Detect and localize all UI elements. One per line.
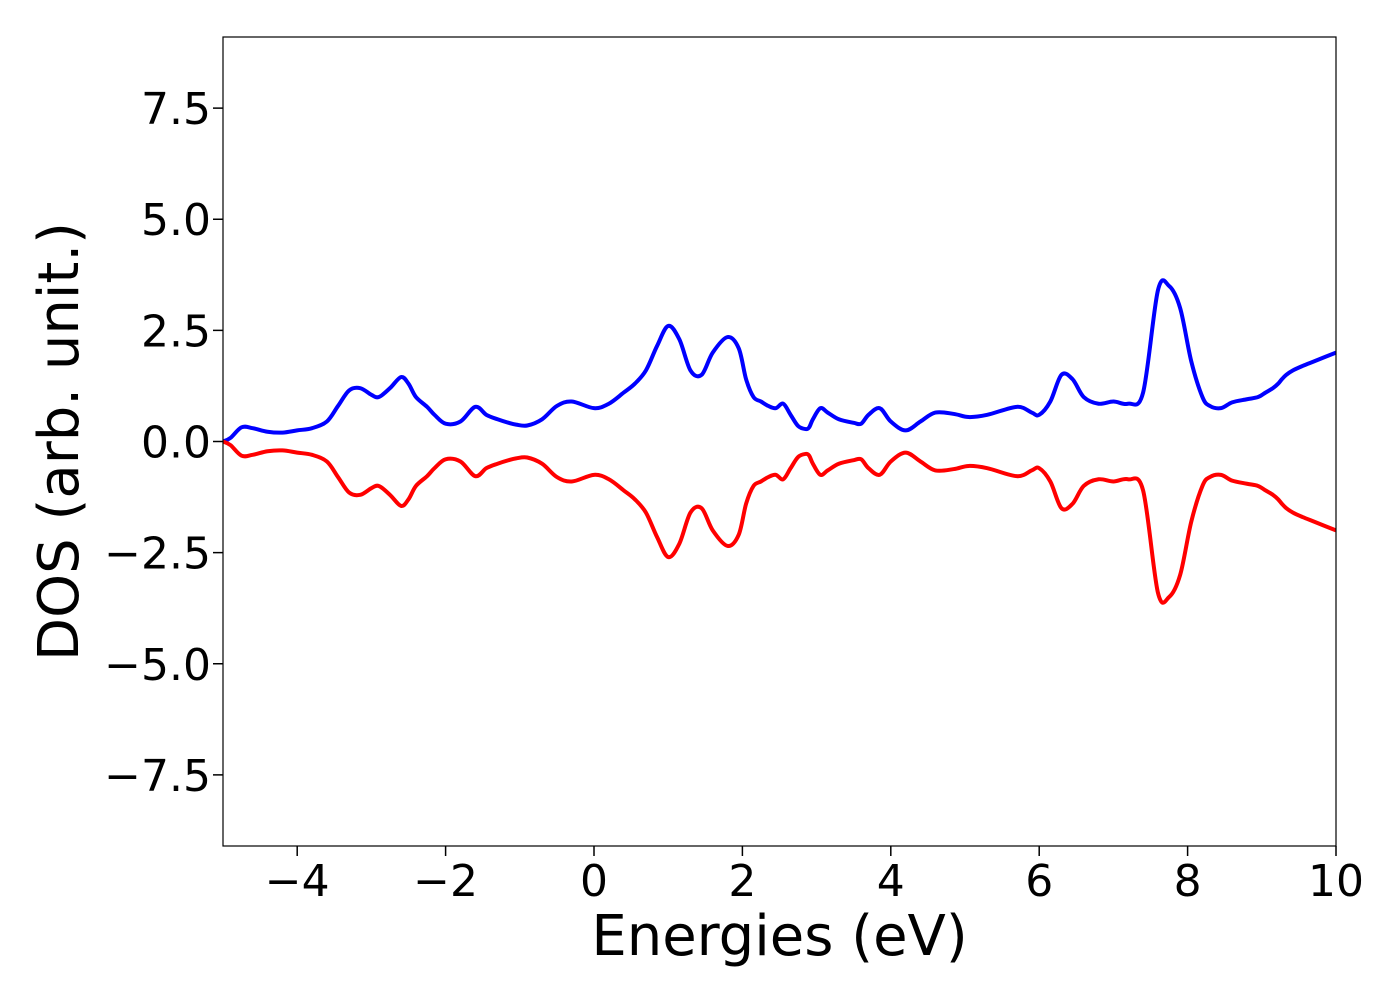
- dos-line-red: [223, 439, 1336, 605]
- ticks-layer: −4 −2 0 2 4 6 8 10 7.5 5.0 2.5 0.0 −2.5 −5.0 −7.5: [104, 84, 1364, 907]
- series-layer: [223, 278, 1336, 605]
- x-tick-label: 10: [1308, 856, 1364, 907]
- x-tick-label: −2: [413, 856, 478, 907]
- dos-line-blue: [223, 278, 1336, 444]
- x-tick-label: 0: [580, 856, 608, 907]
- y-tick-label: −2.5: [104, 529, 211, 580]
- y-tick-label: −5.0: [104, 640, 211, 691]
- y-tick-label: 0.0: [141, 418, 211, 469]
- x-tick-label: 4: [877, 856, 905, 907]
- x-tick-label: 2: [728, 856, 756, 907]
- y-axis-label: DOS (arb. unit.): [27, 222, 92, 661]
- y-tick-label: −7.5: [104, 751, 211, 802]
- x-tick-label: 6: [1025, 856, 1053, 907]
- plot-frame: [222, 36, 1337, 847]
- y-tick-label: 2.5: [141, 306, 211, 357]
- y-tick-label: 7.5: [141, 84, 211, 135]
- y-tick-label: 5.0: [141, 195, 211, 246]
- x-tick-label: −4: [265, 856, 330, 907]
- x-axis-label: Energies (eV): [591, 904, 967, 969]
- x-tick-label: 8: [1174, 856, 1202, 907]
